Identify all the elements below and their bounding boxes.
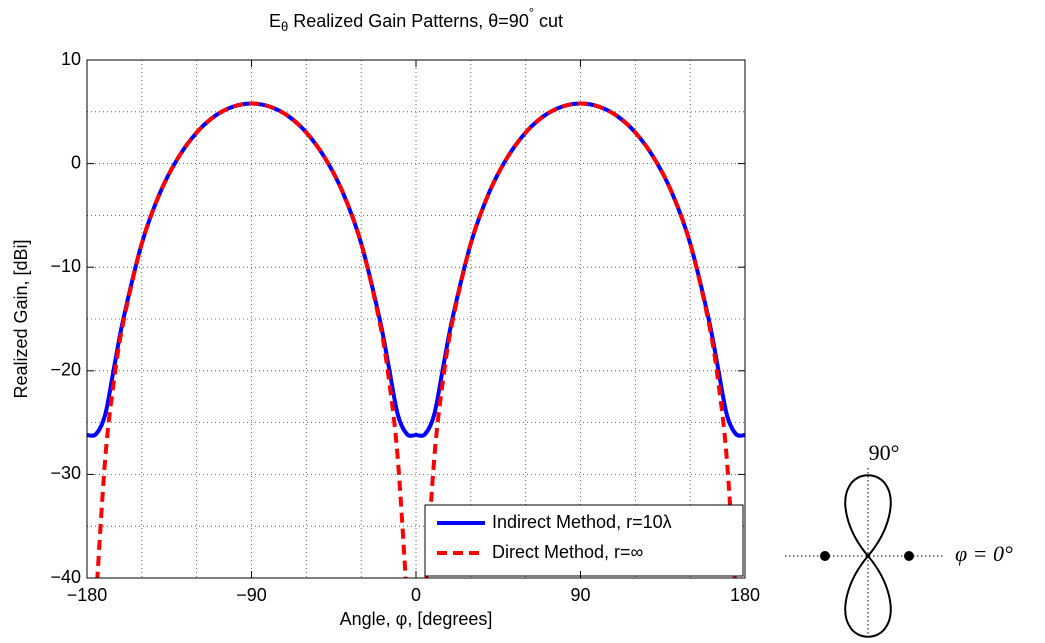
legend-label: Indirect Method, r=10λ [492, 512, 672, 532]
y-tick-label: −40 [50, 567, 81, 587]
y-tick-label: 10 [61, 49, 81, 69]
y-tick-label: −20 [50, 360, 81, 380]
y-tick-label: −30 [50, 463, 81, 483]
inset-pattern [844, 474, 892, 638]
y-tick-label: −10 [50, 256, 81, 276]
inset-top-label: 90° [869, 440, 900, 465]
x-axis-label: Angle, φ, [degrees] [340, 609, 493, 629]
inset-dot [820, 551, 830, 561]
x-tick-label: 0 [411, 585, 421, 605]
data-line [95, 101, 737, 578]
x-tick-label: −180 [67, 585, 108, 605]
inset-dot [904, 551, 914, 561]
y-axis-label: Realized Gain, [dBi] [11, 239, 31, 398]
inset-right-label: φ = 0° [955, 541, 1013, 566]
y-tick-label: 0 [71, 152, 81, 172]
legend-label: Direct Method, r=∞ [492, 542, 644, 562]
inset-diagram: 90° φ = 0° [785, 440, 1013, 638]
x-tick-label: 180 [730, 585, 760, 605]
legend-box [424, 504, 744, 577]
x-tick-label: 90 [570, 585, 590, 605]
chart-title: Eθ Realized Gain Patterns, θ=90° cut [269, 5, 563, 34]
x-tick-label: −90 [236, 585, 267, 605]
